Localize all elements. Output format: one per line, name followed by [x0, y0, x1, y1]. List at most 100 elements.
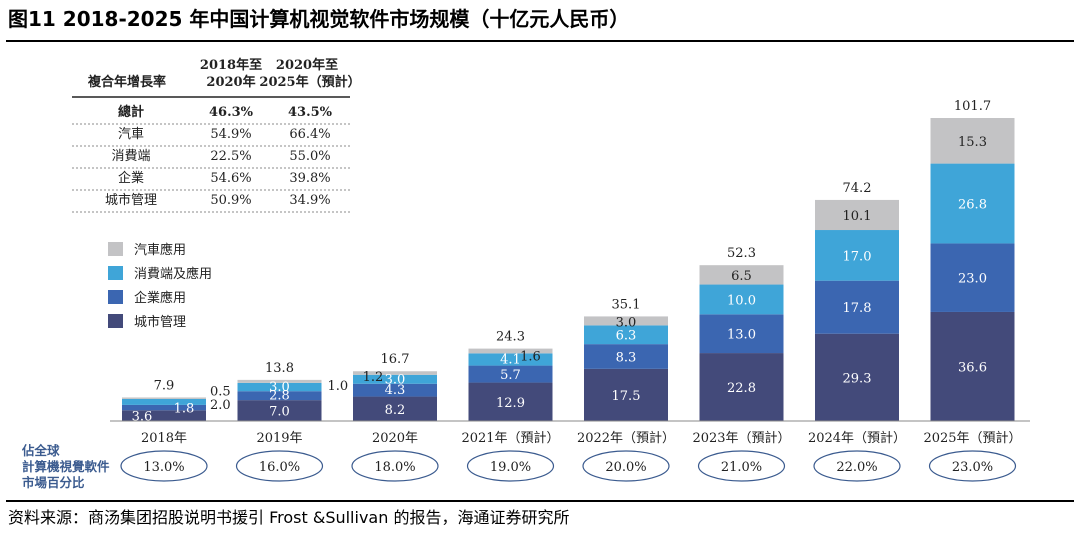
bar-segment-城市管理 [237, 400, 322, 421]
share-ellipse [120, 450, 208, 482]
legend-swatch [108, 242, 123, 256]
bar-segment-企業應用 [699, 314, 784, 354]
bar-segment-消費端及應用 [930, 163, 1015, 244]
bar-segment-消費端及應用 [468, 353, 553, 366]
total-value-label: 7.9 [154, 378, 175, 393]
segment-value-label: 29.3 [843, 371, 872, 386]
x-axis-tick-labels: 2018年 2019年 2020年 2021年（預計） 2022年（預計） 2023年（預… [141, 430, 1022, 446]
figure-title: 图11 2018-2025 年中国计算机视觉软件市场规模（十亿元人民币） [8, 7, 630, 31]
share-value: 13.0% [143, 460, 184, 475]
share-value: 23.0% [952, 460, 993, 475]
legend-swatch [108, 290, 123, 304]
bar-segment-汽車應用 [584, 316, 668, 326]
segment-value-label: 6.5 [731, 269, 752, 284]
segment-value-label: 13.0 [727, 328, 756, 343]
total-value-label: 74.2 [843, 181, 872, 196]
bar-segment-企業應用 [930, 243, 1015, 312]
x-tick-label: 2018年 [141, 431, 187, 446]
x-tick-label: 2020年 [372, 431, 418, 446]
total-value-label: 101.7 [954, 99, 991, 114]
segment-value-label: 7.0 [269, 405, 290, 420]
segment-value-label: 1.2 [363, 370, 384, 385]
segment-value-label: 23.0 [958, 272, 987, 287]
cagr-row-label: 消費端 [111, 149, 150, 164]
bar-segment-汽車應用 [699, 265, 784, 285]
segment-value-label: 6.3 [616, 329, 637, 344]
x-tick-label: 2022年（預計） [577, 430, 675, 446]
segment-value-label: 17.0 [843, 249, 872, 264]
share-label-line2: 計算機視覺軟件 [22, 459, 110, 474]
share-label-line3: 市場百分比 [22, 475, 85, 490]
total-value-label: 52.3 [727, 246, 756, 261]
segment-value-label: 3.6 [132, 410, 153, 425]
source-note: 资料来源：商汤集团招股说明书援引 Frost &Sullivan 的报告，海通证… [8, 508, 570, 527]
share-value: 16.0% [259, 460, 300, 475]
bar-segment-城市管理 [815, 333, 899, 421]
total-value-label: 35.1 [612, 297, 641, 312]
bar-segment-汽車應用 [815, 199, 899, 231]
top-rule [6, 40, 1074, 42]
segment-value-label: 15.3 [958, 135, 987, 150]
bar-segment-消費端及應用 [122, 398, 206, 405]
segment-value-label: 26.8 [958, 198, 987, 213]
segment-value-label: 8.3 [616, 350, 637, 365]
bar-segment-汽車應用 [468, 348, 553, 354]
share-ellipse [928, 450, 1017, 482]
bar-segment-汽車應用 [237, 379, 322, 383]
cagr-row-label: 企業 [118, 170, 144, 186]
bar-segment-汽車應用 [122, 397, 206, 399]
cagr-rows: 總計 46.3% 43.5% 汽車 54.9% 66.4% 消費端 22.5% 55.0% 企業 5… [72, 104, 350, 213]
cagr-row-label: 總計 [118, 104, 144, 120]
cagr-row-value-2020-2025: 34.9% [289, 193, 330, 208]
segment-value-label: 5.7 [500, 368, 521, 383]
bar-segment-企業應用 [584, 344, 668, 369]
legend-label: 城市管理 [134, 314, 186, 330]
bar-segment-消費端及應用 [815, 230, 899, 281]
global-share-ellipses: 13.0% 16.0% 18.0% 19.0% 20.0% 21.0% 22.0% 23.0% [120, 450, 1017, 482]
cagr-row-value-2020-2025: 66.4% [289, 127, 330, 142]
bar-segment-汽車應用 [930, 118, 1015, 164]
stacked-bars: 3.61.8 2.00.57.97.02.83.0 1.013.88.24.33.0… [122, 99, 1015, 425]
segment-value-label: 8.2 [385, 403, 406, 418]
cagr-header-label: 複合年增長率 [87, 74, 166, 90]
segment-value-label: 12.9 [496, 396, 525, 411]
segment-value-label: 10.1 [843, 209, 872, 224]
segment-value-label: 17.8 [843, 301, 872, 316]
cagr-row-value-2020-2025: 55.0% [289, 149, 330, 164]
segment-value-label: 3.0 [616, 315, 637, 330]
share-ellipse [813, 450, 901, 482]
total-value-label: 16.7 [381, 352, 410, 367]
segment-value-label: 2.8 [269, 389, 290, 404]
legend-swatch [108, 266, 123, 280]
segment-value-label: 3.0 [269, 380, 290, 395]
cagr-col2-header-line2: 2025年（預計） [259, 74, 360, 90]
cagr-col2-header-line1: 2020年至 [276, 57, 338, 73]
bar-segment-城市管理 [699, 353, 784, 421]
share-value: 22.0% [836, 460, 877, 475]
share-ellipse [466, 450, 555, 482]
bar-segment-城市管理 [353, 396, 437, 421]
cagr-row-value-2018-2020: 54.6% [210, 171, 251, 186]
share-value: 21.0% [721, 460, 762, 475]
total-value-label: 24.3 [496, 330, 525, 345]
x-tick-label: 2019年 [256, 431, 302, 446]
legend-swatch [108, 314, 123, 328]
bar-segment-企業應用 [353, 383, 437, 397]
segment-value-label: 1.8 [174, 402, 195, 417]
cagr-row-label: 城市管理 [105, 192, 157, 208]
segment-value-label: 36.6 [958, 360, 987, 375]
bar-segment-企業應用 [237, 391, 322, 401]
share-label-line1: 佔全球 [21, 443, 60, 458]
cagr-row-value-2018-2020: 50.9% [210, 193, 251, 208]
legend-label: 消費端及應用 [134, 266, 212, 282]
share-value: 20.0% [605, 460, 646, 475]
share-ellipse [351, 450, 439, 482]
cagr-row-value-2018-2020: 22.5% [210, 149, 251, 164]
cagr-row-value-2020-2025: 43.5% [288, 105, 333, 120]
segment-value-label: 4.1 [500, 352, 521, 367]
bar-segment-消費端及應用 [237, 382, 322, 392]
x-tick-label: 2024年（預計） [808, 430, 906, 446]
segment-value-label: 22.8 [727, 381, 756, 396]
